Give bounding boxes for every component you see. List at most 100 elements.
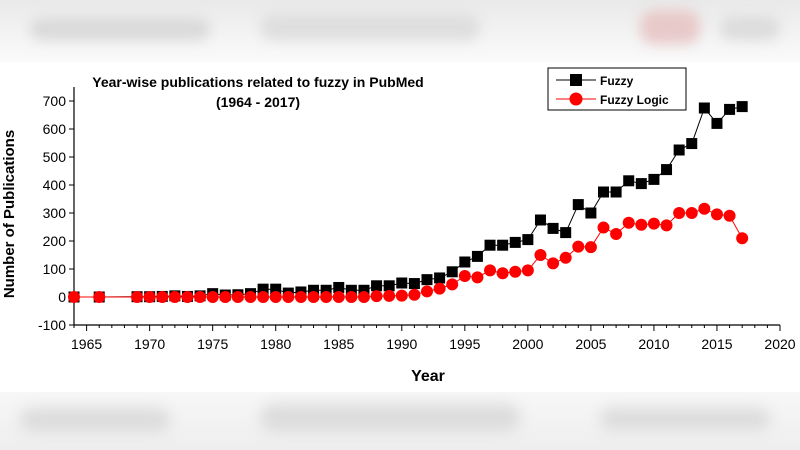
data-point-fuzzy — [421, 274, 433, 286]
data-point-fuzzy-logic — [547, 257, 560, 270]
x-tick-label: 1970 — [134, 336, 165, 352]
data-point-fuzzy-logic — [610, 228, 623, 240]
x-tick-label: 1965 — [71, 336, 102, 352]
data-point-fuzzy-logic — [206, 291, 219, 303]
data-point-fuzzy — [358, 284, 370, 296]
data-point-fuzzy-logic — [584, 241, 597, 254]
y-tick-label: 400 — [43, 177, 67, 193]
data-point-fuzzy-logic — [383, 289, 396, 302]
data-point-fuzzy-logic — [509, 265, 522, 278]
data-point-fuzzy-logic — [647, 217, 660, 230]
data-point-fuzzy — [371, 280, 383, 292]
y-tick-label: 700 — [43, 93, 67, 109]
data-point-fuzzy — [635, 178, 647, 190]
data-point-fuzzy-logic — [673, 207, 686, 219]
y-tick-label: 500 — [43, 149, 67, 165]
data-point-fuzzy-logic — [408, 288, 421, 301]
x-tick-label: 1985 — [323, 336, 354, 352]
data-point-fuzzy-logic — [559, 251, 572, 264]
data-point-fuzzy — [270, 283, 282, 295]
data-point-fuzzy-logic — [332, 291, 345, 303]
data-point-fuzzy-logic — [736, 232, 749, 245]
data-point-fuzzy-logic — [433, 282, 446, 295]
data-point-fuzzy — [698, 102, 710, 114]
blurred-smudge — [30, 18, 210, 40]
data-point-fuzzy-logic — [458, 270, 471, 282]
data-point-fuzzy-logic — [345, 291, 358, 303]
blurred-footer-band — [0, 392, 800, 450]
data-point-fuzzy — [497, 239, 509, 251]
series-layer — [68, 101, 749, 303]
data-point-fuzzy — [345, 284, 357, 296]
data-point-fuzzy — [736, 101, 748, 113]
data-point-fuzzy — [711, 117, 723, 129]
data-point-fuzzy-logic — [635, 218, 648, 231]
data-point-fuzzy-logic — [93, 291, 106, 303]
data-point-fuzzy-logic — [131, 291, 144, 303]
x-tick-label: 2015 — [701, 336, 732, 352]
x-tick-label: 1975 — [197, 336, 228, 352]
data-point-fuzzy-logic — [282, 291, 295, 303]
data-point-fuzzy-logic — [68, 291, 80, 303]
legend-label-fuzzy: Fuzzy — [600, 74, 634, 88]
data-point-fuzzy-logic — [219, 291, 232, 303]
data-point-fuzzy — [408, 278, 420, 290]
data-point-fuzzy — [308, 284, 320, 296]
data-point-fuzzy-logic — [597, 221, 610, 234]
chart-subtitle: (1964 - 2017) — [216, 94, 300, 110]
data-point-fuzzy-logic — [395, 289, 408, 302]
data-point-fuzzy — [459, 256, 471, 268]
data-point-fuzzy — [383, 280, 395, 292]
data-point-fuzzy-logic — [370, 290, 383, 303]
blurred-smudge — [600, 408, 770, 430]
y-tick-label: 600 — [43, 121, 67, 137]
data-point-fuzzy-logic — [320, 291, 333, 303]
data-point-fuzzy-logic — [572, 240, 585, 253]
data-point-fuzzy-logic — [723, 209, 736, 222]
x-tick-label: 1980 — [260, 336, 291, 352]
data-point-fuzzy-logic — [698, 202, 711, 215]
data-point-fuzzy-logic — [307, 291, 320, 303]
y-axis-label: Number of Publications — [1, 130, 18, 298]
x-tick-label: 1995 — [449, 336, 480, 352]
data-point-fuzzy-logic — [471, 271, 484, 284]
data-point-fuzzy — [509, 236, 521, 248]
data-point-fuzzy — [610, 186, 622, 198]
x-tick-label: 2000 — [512, 336, 543, 352]
blurred-header-band — [0, 0, 800, 62]
data-point-fuzzy-logic — [294, 291, 307, 303]
blurred-smudge — [260, 14, 480, 40]
x-tick-label: 2020 — [764, 336, 795, 352]
data-point-fuzzy — [572, 199, 584, 211]
data-point-fuzzy — [648, 173, 660, 185]
data-point-fuzzy — [724, 103, 736, 115]
data-point-fuzzy — [522, 234, 534, 246]
data-point-fuzzy — [598, 186, 609, 198]
data-point-fuzzy-logic — [257, 291, 270, 303]
data-point-fuzzy — [560, 227, 572, 239]
data-point-fuzzy-logic — [168, 291, 181, 303]
x-tick-label: 1990 — [386, 336, 417, 352]
data-point-fuzzy-logic — [710, 208, 723, 221]
data-point-fuzzy-logic — [446, 278, 459, 291]
data-point-fuzzy — [661, 164, 673, 176]
y-tick-label: 200 — [43, 233, 67, 249]
y-tick-label: -100 — [38, 317, 66, 333]
data-point-fuzzy-logic — [357, 291, 370, 303]
x-axis-label: Year — [411, 368, 445, 385]
data-point-fuzzy-logic — [156, 291, 169, 303]
legend-label-fuzzy-logic: Fuzzy Logic — [600, 93, 669, 107]
blurred-smudge — [640, 10, 700, 44]
data-point-fuzzy — [320, 284, 332, 296]
legend: Fuzzy Fuzzy Logic — [547, 67, 687, 111]
data-point-fuzzy-logic — [181, 291, 194, 303]
data-point-fuzzy — [686, 138, 698, 150]
legend-marker-fuzzy-logic — [569, 92, 583, 106]
data-point-fuzzy — [434, 272, 446, 284]
y-tick-label: 300 — [43, 205, 67, 221]
data-point-fuzzy-logic — [521, 264, 534, 277]
data-point-fuzzy-logic — [484, 264, 497, 277]
data-point-fuzzy-logic — [269, 291, 282, 303]
data-point-fuzzy-logic — [622, 216, 635, 229]
data-point-fuzzy — [547, 222, 559, 234]
